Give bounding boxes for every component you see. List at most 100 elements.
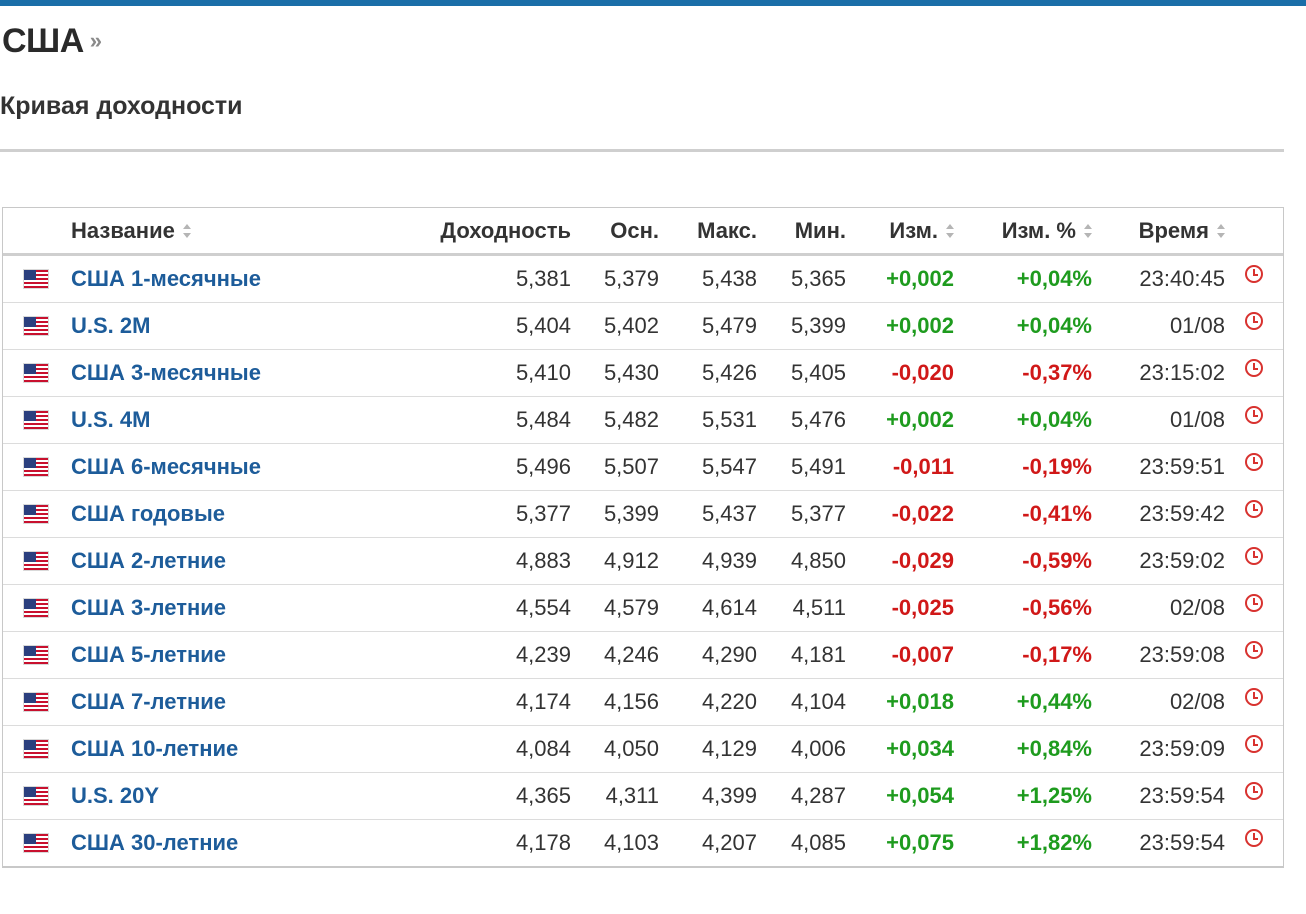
bond-name-link[interactable]: США 3-летние (71, 595, 227, 620)
clock-icon (1245, 312, 1263, 331)
bond-name-link[interactable]: США 3-месячные (71, 360, 261, 385)
name-cell[interactable]: США 7-летние (69, 678, 371, 726)
clock-icon (1245, 406, 1263, 425)
name-cell[interactable]: США 3-месячные (69, 349, 371, 397)
bond-name-link[interactable]: США 6-месячные (71, 454, 261, 479)
flag-cell (3, 490, 69, 538)
us-flag-icon (23, 598, 49, 618)
prev-cell: 4,579 (571, 584, 659, 632)
bond-name-link[interactable]: США 7-летние (71, 689, 227, 714)
clock-icon (1245, 359, 1263, 378)
bond-name-link[interactable]: США 1-месячные (71, 266, 261, 291)
clock-icon (1245, 547, 1263, 566)
change-pct-cell: -0,19% (954, 443, 1092, 491)
high-cell: 5,479 (659, 302, 757, 350)
header-name-label[interactable]: Название (71, 217, 175, 243)
name-cell[interactable]: США 6-месячные (69, 443, 371, 491)
time-cell: 23:15:02 (1092, 349, 1225, 397)
prev-cell: 4,311 (571, 772, 659, 820)
name-cell[interactable]: США 3-летние (69, 584, 371, 632)
change-cell: -0,029 (846, 537, 954, 585)
bond-name-link[interactable]: США 30-летние (71, 830, 239, 855)
clock-icon (1245, 500, 1263, 519)
header-high: Макс. (659, 208, 757, 256)
bond-name-link[interactable]: U.S. 20Y (71, 783, 160, 808)
change-pct-cell: -0,56% (954, 584, 1092, 632)
bond-name-link[interactable]: U.S. 4M (71, 407, 151, 432)
name-cell[interactable]: U.S. 4M (69, 396, 371, 444)
low-cell: 5,491 (757, 443, 846, 491)
us-flag-icon (23, 645, 49, 665)
prev-cell: 5,402 (571, 302, 659, 350)
change-cell: +0,054 (846, 772, 954, 820)
name-cell[interactable]: США годовые (69, 490, 371, 538)
time-cell: 23:59:54 (1139, 830, 1225, 855)
us-flag-icon (23, 410, 49, 430)
change-pct-cell: +0,04% (954, 396, 1092, 444)
header-low: Мин. (757, 208, 846, 256)
yield-cell: 5,410 (371, 349, 571, 397)
table-row: США 30-летние 4,178 4,103 4,207 4,085 +0,075 +… (3, 820, 1283, 867)
page-title-text[interactable]: США (2, 22, 84, 60)
high-cell: 5,426 (659, 349, 757, 397)
time-cell: 01/08 (1092, 302, 1225, 350)
yield-cell: 5,404 (371, 302, 571, 350)
change-pct-cell: -0,59% (954, 537, 1092, 585)
name-cell[interactable]: U.S. 2M (69, 302, 371, 350)
name-cell[interactable]: США 10-летние (69, 725, 371, 773)
low-cell: 4,104 (757, 678, 846, 726)
header-chg-pct-label[interactable]: Изм. % (1001, 217, 1076, 243)
time-cell: 23:59:42 (1092, 490, 1225, 538)
flag-cell (3, 820, 69, 867)
yield-cell: 4,084 (371, 725, 571, 773)
table-row: США 3-летние 4,554 4,579 4,614 4,511 -0,025 -0… (3, 584, 1283, 632)
us-flag-icon (23, 551, 49, 571)
us-flag-icon (23, 833, 49, 853)
sort-icon[interactable] (182, 223, 191, 238)
name-cell[interactable]: U.S. 20Y (69, 772, 371, 820)
name-cell[interactable]: США 30-летние (69, 820, 371, 867)
bond-name-link[interactable]: США 2-летние (71, 548, 227, 573)
change-pct-cell: +0,04% (954, 254, 1092, 303)
name-cell[interactable]: США 1-месячные (69, 254, 371, 303)
high-cell: 4,207 (701, 830, 757, 855)
high-cell: 5,531 (659, 396, 757, 444)
bond-name-link[interactable]: США 10-летние (71, 736, 239, 761)
yield-cell: 4,239 (371, 631, 571, 679)
yield-cell: 4,883 (371, 537, 571, 585)
change-cell: -0,020 (846, 349, 954, 397)
clock-icon (1245, 829, 1263, 848)
us-flag-icon (23, 692, 49, 712)
header-time-label[interactable]: Время (1138, 217, 1209, 243)
header-chg-pct[interactable]: Изм. % (954, 208, 1092, 256)
high-cell: 4,290 (659, 631, 757, 679)
header-chg[interactable]: Изм. (846, 208, 954, 256)
section-title: Кривая доходности (0, 92, 243, 120)
bond-name-link[interactable]: США 5-летние (71, 642, 227, 667)
change-cell: +0,075 (886, 830, 954, 855)
clock-icon (1245, 453, 1263, 472)
change-pct-cell: +0,84% (954, 725, 1092, 773)
us-flag-icon (23, 786, 49, 806)
yield-cell: 4,178 (515, 830, 571, 855)
flag-cell (3, 772, 69, 820)
time-cell: 23:59:54 (1092, 772, 1225, 820)
change-pct-cell: -0,37% (954, 349, 1092, 397)
bond-name-link[interactable]: U.S. 2M (71, 313, 151, 338)
low-cell: 5,365 (757, 254, 846, 303)
header-chg-label[interactable]: Изм. (889, 217, 938, 243)
sort-icon[interactable] (1084, 223, 1092, 238)
page-title[interactable]: США» (2, 22, 102, 61)
header-name[interactable]: Название (69, 208, 371, 256)
sort-icon[interactable] (946, 223, 954, 238)
bond-name-link[interactable]: США годовые (71, 501, 225, 526)
yield-cell: 5,484 (371, 396, 571, 444)
change-pct-cell: +1,25% (954, 772, 1092, 820)
flag-cell (3, 678, 69, 726)
chevron-right-icon[interactable]: » (89, 28, 102, 53)
name-cell[interactable]: США 5-летние (69, 631, 371, 679)
sort-icon[interactable] (1217, 223, 1225, 238)
header-time[interactable]: Время (1092, 208, 1225, 256)
high-cell: 5,438 (659, 254, 757, 303)
name-cell[interactable]: США 2-летние (69, 537, 371, 585)
